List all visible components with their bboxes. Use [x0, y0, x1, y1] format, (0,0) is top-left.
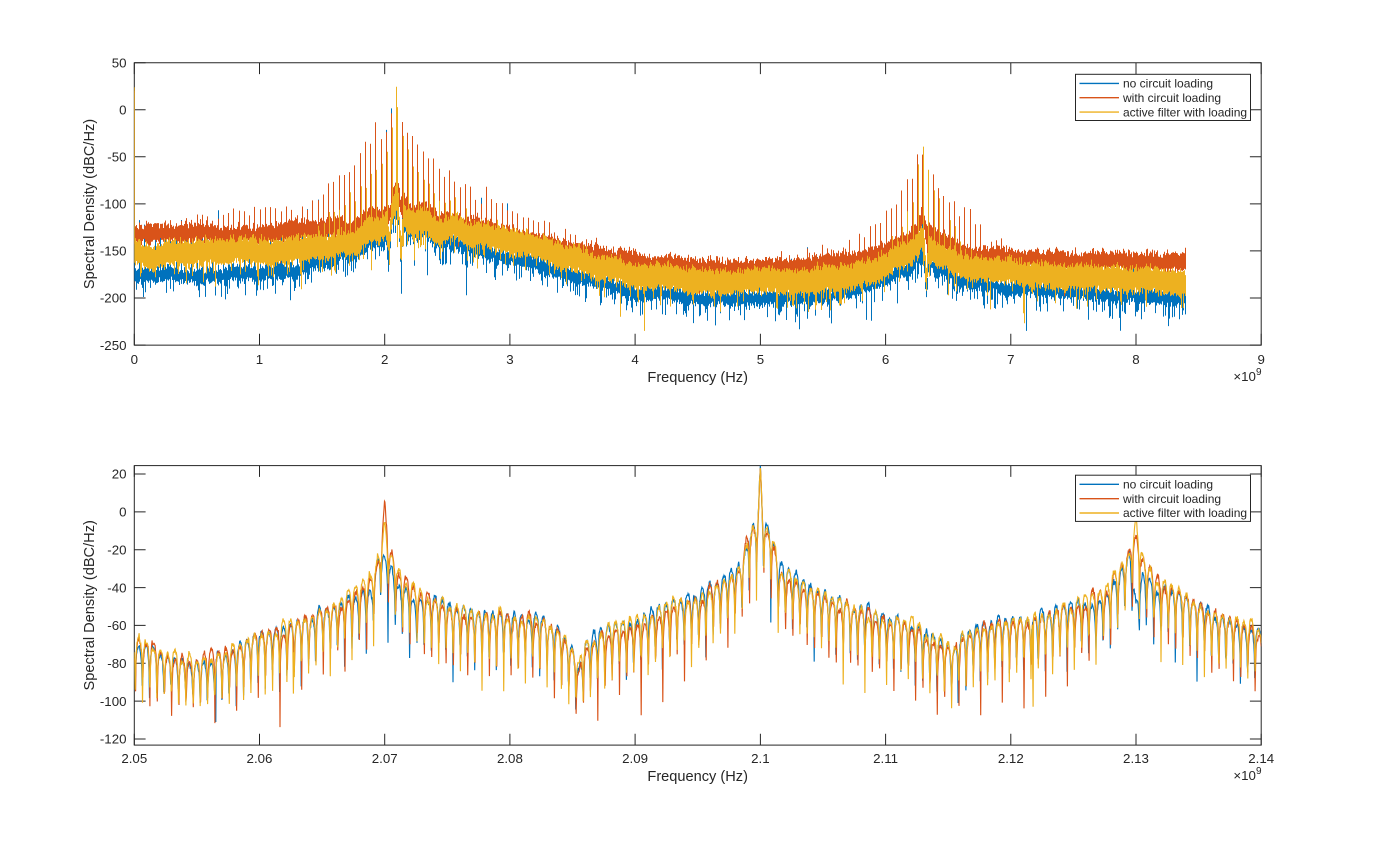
svg-text:-100: -100 [100, 197, 127, 212]
svg-text:with circuit loading: with circuit loading [1122, 91, 1221, 105]
svg-text:no circuit loading: no circuit loading [1123, 77, 1213, 91]
svg-text:1: 1 [256, 352, 263, 367]
svg-text:-250: -250 [100, 338, 127, 353]
svg-text:2.12: 2.12 [998, 751, 1024, 766]
svg-text:-20: -20 [107, 542, 126, 557]
svg-text:no circuit loading: no circuit loading [1123, 478, 1213, 492]
svg-text:50: 50 [112, 56, 127, 71]
svg-text:7: 7 [1007, 352, 1014, 367]
svg-text:8: 8 [1132, 352, 1139, 367]
svg-text:-150: -150 [100, 244, 127, 259]
svg-text:0: 0 [119, 103, 126, 118]
svg-text:×109: ×109 [1233, 766, 1262, 783]
svg-text:2.11: 2.11 [873, 751, 898, 766]
svg-text:6: 6 [882, 352, 889, 367]
svg-text:2.06: 2.06 [247, 751, 273, 766]
svg-text:5: 5 [757, 352, 764, 367]
svg-text:2.05: 2.05 [121, 751, 147, 766]
svg-text:active filter with loading: active filter with loading [1123, 506, 1247, 520]
svg-text:2.1: 2.1 [751, 751, 770, 766]
svg-text:-50: -50 [107, 150, 126, 165]
svg-text:4: 4 [631, 352, 638, 367]
svg-text:20: 20 [112, 467, 127, 482]
svg-text:Frequency (Hz): Frequency (Hz) [647, 370, 748, 386]
svg-text:-80: -80 [107, 656, 126, 671]
svg-text:-200: -200 [100, 291, 127, 306]
svg-text:-60: -60 [107, 618, 126, 633]
svg-text:9: 9 [1257, 352, 1264, 367]
svg-text:2.13: 2.13 [1123, 751, 1149, 766]
svg-text:0: 0 [119, 505, 126, 520]
svg-text:0: 0 [131, 352, 138, 367]
svg-text:Frequency (Hz): Frequency (Hz) [647, 769, 748, 785]
svg-text:2.07: 2.07 [372, 751, 398, 766]
svg-text:-120: -120 [100, 732, 127, 747]
svg-text:with circuit loading: with circuit loading [1122, 492, 1221, 506]
svg-text:2: 2 [381, 352, 388, 367]
svg-text:2.08: 2.08 [497, 751, 523, 766]
svg-text:3: 3 [506, 352, 513, 367]
svg-text:-100: -100 [100, 694, 127, 709]
svg-text:×109: ×109 [1233, 367, 1262, 384]
svg-text:Spectral Density (dBC/Hz): Spectral Density (dBC/Hz) [82, 520, 98, 690]
svg-text:Spectral Density (dBC/Hz): Spectral Density (dBC/Hz) [82, 119, 98, 289]
svg-text:2.09: 2.09 [622, 751, 648, 766]
svg-text:2.14: 2.14 [1248, 751, 1274, 766]
svg-text:-40: -40 [107, 580, 126, 595]
svg-text:active filter with loading: active filter with loading [1123, 105, 1247, 119]
